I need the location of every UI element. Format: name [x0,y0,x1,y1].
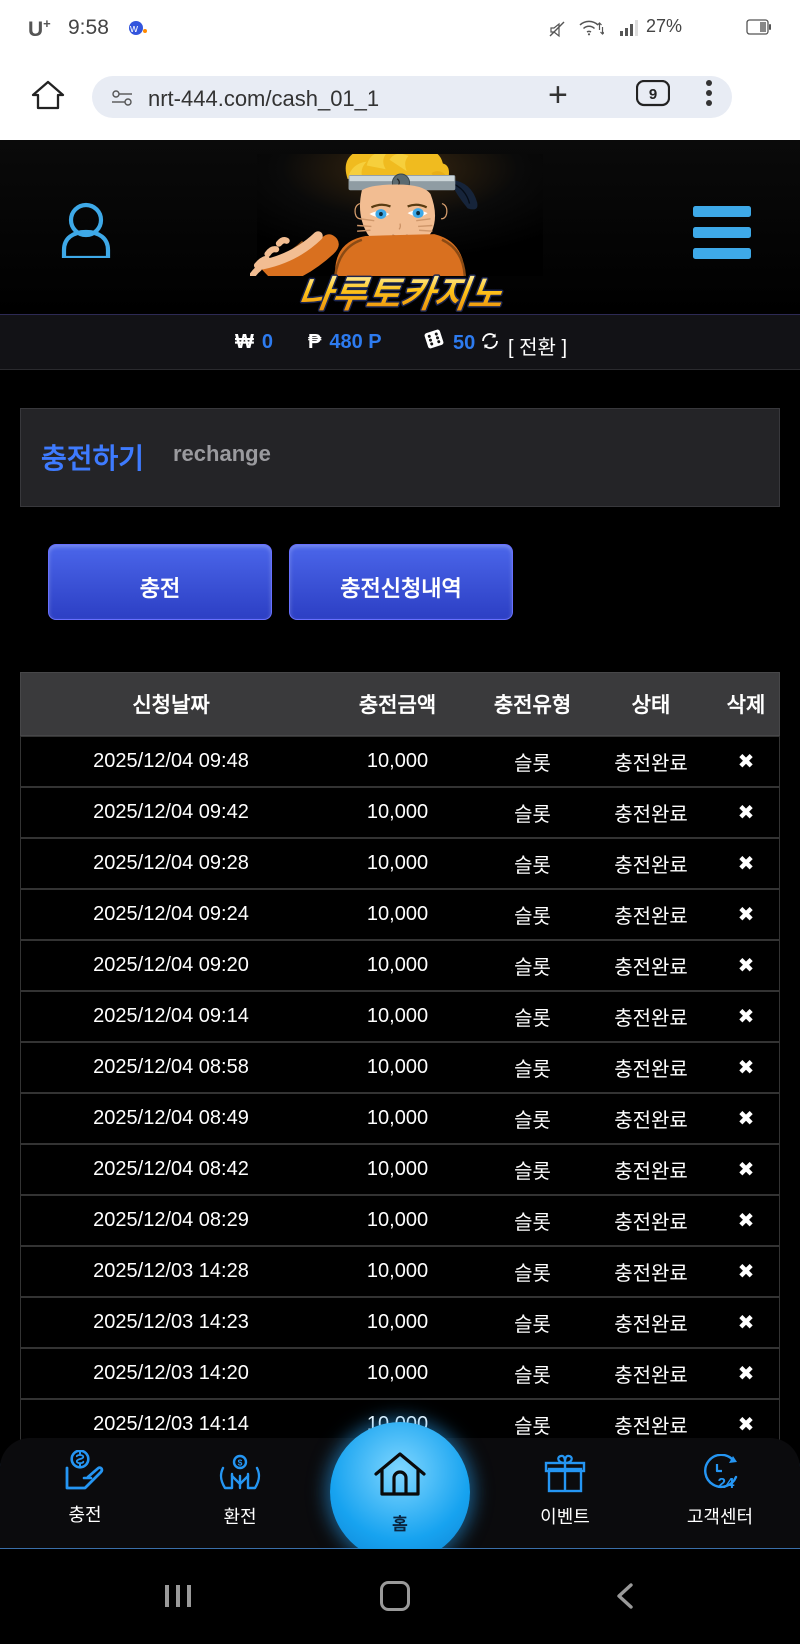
svg-text:9: 9 [649,86,657,103]
svg-text:$: $ [238,1457,243,1467]
svg-text:24: 24 [718,1475,735,1492]
svg-text:나루토카지노: 나루토카지노 [295,273,506,315]
svg-text:w: w [129,23,138,35]
